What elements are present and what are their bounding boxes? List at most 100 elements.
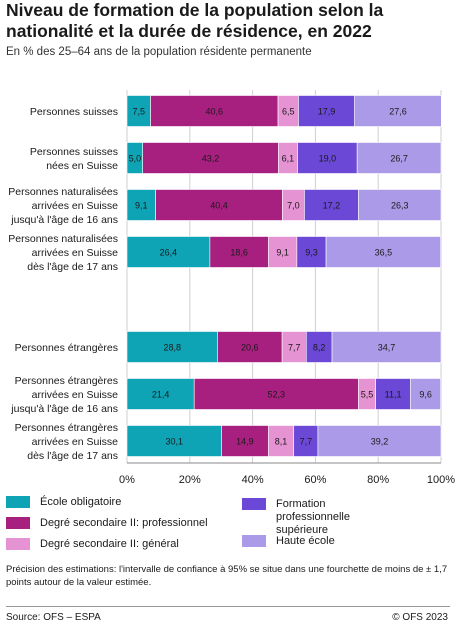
bar-segment	[375, 378, 411, 410]
legend-swatch	[6, 496, 30, 508]
category-label: Personnes naturalisées	[8, 186, 118, 198]
data-label: 17,9	[318, 107, 336, 117]
bar-segment	[410, 378, 441, 410]
copyright-text: © OFS 2023	[392, 612, 448, 623]
category-label: jusqu'à l'âge de 16 ans	[10, 214, 118, 226]
bar-segment	[298, 95, 355, 127]
data-label: 40,6	[206, 107, 224, 117]
bar-segment	[281, 331, 307, 363]
x-tick-label: 80%	[367, 474, 389, 486]
category-label: Personnes naturalisées	[8, 233, 118, 245]
category-label: dès l'âge de 17 ans	[27, 450, 118, 462]
bar-segment	[193, 378, 359, 410]
data-label: 9,6	[419, 390, 432, 400]
legend-item-formation-professionnelle-superieure: Formation professionnelle supérieure	[242, 498, 402, 537]
bar-segment	[209, 236, 269, 268]
category-label: arrivées en Suisse	[32, 389, 119, 401]
legend-swatch	[242, 498, 266, 510]
data-label: 5,0	[129, 154, 142, 164]
bar-segment	[142, 142, 279, 174]
bar-segment	[354, 95, 442, 127]
bar-segment	[126, 236, 211, 268]
data-label: 34,7	[378, 343, 396, 353]
category-label: nées en Suisse	[46, 160, 118, 172]
data-label: 30,1	[165, 437, 183, 447]
x-tick-label: 40%	[242, 474, 264, 486]
legend: École obligatoire Degré secondaire II: p…	[6, 496, 452, 556]
data-label: 26,4	[160, 248, 178, 258]
data-label: 6,1	[282, 154, 295, 164]
data-label: 27,6	[389, 107, 407, 117]
data-label: 18,6	[230, 248, 248, 258]
data-label: 5,5	[361, 390, 374, 400]
legend-label: École obligatoire	[40, 496, 122, 508]
precision-note: Précision des estimations: l'intervalle …	[6, 564, 448, 588]
bar-segment	[325, 236, 441, 268]
bar-segment	[267, 236, 298, 268]
category-label: Personnes suisses	[30, 106, 118, 118]
data-label: 17,2	[323, 201, 341, 211]
bar-segment	[356, 142, 442, 174]
data-label: 26,3	[391, 201, 409, 211]
data-label: 7,0	[287, 201, 300, 211]
data-label: 11,1	[385, 390, 402, 400]
data-label: 14,9	[236, 437, 254, 447]
legend-swatch	[242, 535, 266, 547]
legend-item-secondaire-professionnel: Degré secondaire II: professionnel	[6, 517, 208, 530]
legend-swatch	[6, 538, 30, 550]
data-label: 6,5	[282, 107, 295, 117]
bar-segment	[126, 378, 195, 410]
data-label: 40,4	[210, 201, 228, 211]
category-label: Personnes étrangères	[15, 422, 118, 434]
data-label: 9,1	[276, 248, 289, 258]
data-label: 7,7	[288, 343, 301, 353]
legend-label: Degré secondaire II: général	[40, 538, 179, 550]
data-label: 26,7	[390, 154, 408, 164]
data-label: 7,7	[300, 437, 313, 447]
legend-item-haute-ecole: Haute école	[242, 535, 335, 548]
bar-segment	[296, 236, 327, 268]
bar-segment	[358, 189, 442, 221]
bar-segment	[317, 425, 442, 457]
data-label: 8,2	[313, 343, 326, 353]
data-label: 20,6	[241, 343, 259, 353]
data-label: 8,1	[275, 437, 288, 447]
data-label: 52,3	[268, 390, 286, 400]
stacked-bar-chart: 0% 20% 40% 60% 80% 100% Personnes suisses Perso…	[8, 90, 455, 486]
bar-segment	[126, 425, 222, 457]
bar-segment	[217, 331, 283, 363]
legend-label: Haute école	[276, 535, 335, 547]
category-label: arrivées en Suisse	[32, 247, 119, 259]
bar-segment	[304, 189, 359, 221]
data-label: 28,8	[163, 343, 181, 353]
bar-segment	[221, 425, 269, 457]
x-tick-label: 0%	[119, 474, 135, 486]
category-label: dès l'âge de 17 ans	[27, 261, 118, 273]
bar-segment	[126, 331, 218, 363]
data-label: 39,2	[371, 437, 389, 447]
x-tick-label: 100%	[427, 474, 455, 486]
data-label: 36,5	[375, 248, 393, 258]
bar-segment	[331, 331, 442, 363]
chart-title: Niveau de formation de la population sel…	[6, 0, 384, 41]
data-label: 43,2	[202, 154, 220, 164]
legend-item-ecole-obligatoire: École obligatoire	[6, 496, 121, 509]
data-label: 21,4	[152, 390, 170, 400]
data-label: 9,3	[305, 248, 318, 258]
legend-swatch	[6, 517, 30, 529]
category-label: Personnes suisses	[30, 146, 118, 158]
x-tick-label: 20%	[179, 474, 201, 486]
category-label: jusqu'à l'âge de 16 ans	[10, 403, 118, 415]
source-text: Source: OFS – ESPA	[6, 612, 101, 623]
bar-segment	[155, 189, 283, 221]
category-label: arrivées en Suisse	[32, 436, 119, 448]
category-label: arrivées en Suisse	[32, 200, 119, 212]
data-label: 7,5	[133, 107, 146, 117]
data-label: 19,0	[319, 154, 337, 164]
bar-segment	[150, 95, 279, 127]
legend-label: Degré secondaire II: professionnel	[40, 517, 208, 529]
data-label: 9,1	[135, 201, 148, 211]
legend-item-secondaire-general: Degré secondaire II: général	[6, 538, 179, 551]
bar-segment	[126, 189, 156, 221]
category-label: Personnes étrangères	[15, 375, 118, 387]
